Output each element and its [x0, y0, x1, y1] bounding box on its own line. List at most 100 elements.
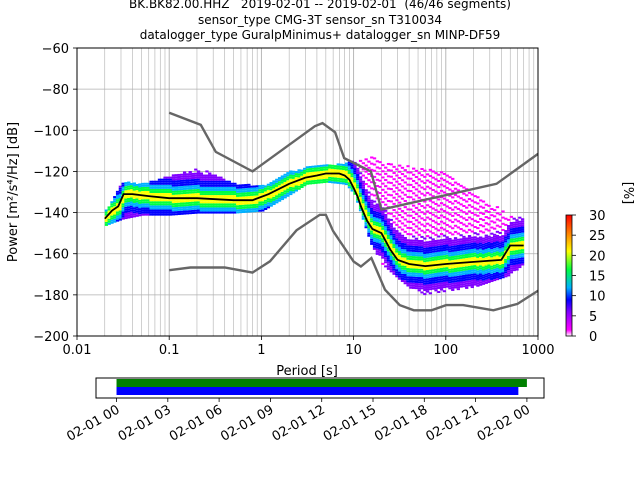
density-cell: [431, 275, 435, 278]
density-cell: [398, 189, 402, 192]
density-cell: [129, 209, 134, 212]
density-cell: [389, 241, 393, 244]
density-cell: [121, 190, 125, 193]
colorbar: [565, 214, 573, 337]
density-cell: [512, 262, 516, 265]
density-cell: [398, 251, 402, 254]
density-cell: [224, 193, 229, 196]
density-cell: [261, 191, 265, 194]
density-cell: [367, 230, 371, 233]
density-cell: [423, 278, 427, 281]
density-cell: [182, 208, 187, 211]
density-cell: [395, 273, 399, 276]
density-cell: [442, 244, 447, 247]
density-cell: [336, 167, 340, 170]
density-cell: [451, 274, 455, 277]
density-cell: [319, 171, 324, 174]
density-cell: [121, 215, 125, 218]
density-cell: [509, 234, 514, 237]
density-cell: [437, 216, 441, 219]
density-cell: [434, 190, 438, 193]
density-cell: [518, 243, 522, 246]
density-cell: [425, 267, 430, 270]
density-cell: [143, 184, 148, 187]
density-cell: [453, 280, 458, 283]
density-cell: [129, 187, 134, 190]
density-cell: [113, 206, 117, 209]
density-cell: [230, 201, 234, 204]
density-cell: [208, 172, 212, 175]
density-cell: [386, 267, 391, 270]
density-cell: [378, 210, 382, 213]
density-cell: [358, 178, 363, 181]
density-cell: [249, 189, 254, 192]
density-cell: [400, 263, 405, 266]
density-cell: [361, 195, 366, 198]
density-cell: [406, 278, 410, 281]
density-cell: [473, 283, 477, 286]
density-cell: [286, 184, 290, 187]
density-cell: [342, 182, 346, 185]
density-cell: [420, 287, 424, 290]
density-cell: [473, 254, 477, 257]
density-cell: [498, 260, 502, 263]
density-cell: [110, 205, 114, 208]
density-cell: [490, 265, 494, 268]
density-cell: [185, 193, 190, 196]
density-cell: [414, 176, 419, 179]
density-cell: [367, 218, 371, 221]
density-cell: [372, 217, 377, 220]
density-cell: [381, 194, 385, 197]
density-cell: [400, 216, 405, 219]
density-cell: [504, 246, 508, 249]
density-cell: [445, 275, 449, 278]
density-cell: [342, 172, 346, 175]
density-cell: [168, 176, 173, 179]
density-cell: [370, 242, 374, 245]
density-cell: [445, 240, 449, 243]
density-cell: [194, 191, 198, 194]
density-cell: [431, 238, 435, 241]
density-cell: [191, 199, 195, 202]
density-cell: [138, 185, 142, 188]
density-cell: [431, 248, 435, 251]
density-cell: [484, 277, 488, 280]
density-cell: [149, 207, 153, 210]
density-cell: [333, 169, 338, 172]
density-cell: [467, 239, 472, 242]
density-cell: [495, 239, 500, 242]
density-cell: [509, 250, 514, 253]
density-cell: [353, 180, 357, 183]
coverage-tick-label: 02-01 03: [116, 402, 174, 444]
density-cell: [174, 182, 178, 185]
density-cell: [289, 174, 293, 177]
density-cell: [392, 237, 396, 240]
density-cell: [520, 259, 525, 262]
density-cell: [437, 270, 441, 273]
density-cell: [445, 250, 449, 253]
density-cell: [425, 257, 430, 260]
density-cell: [185, 181, 190, 184]
density-cell: [470, 279, 474, 282]
density-cell: [386, 253, 391, 256]
density-cell: [451, 177, 455, 180]
density-cell: [395, 260, 399, 263]
density-cell: [476, 257, 480, 260]
density-cell: [400, 185, 405, 188]
density-cell: [163, 186, 167, 189]
density-cell: [166, 211, 170, 214]
density-cell: [439, 208, 444, 211]
density-cell: [216, 205, 220, 208]
density-cell: [317, 179, 321, 182]
density-cell: [199, 172, 204, 175]
density-cell: [166, 188, 170, 191]
density-cell: [277, 193, 282, 196]
density-cell: [448, 256, 452, 259]
density-cell: [515, 231, 519, 234]
density-cell: [476, 284, 480, 287]
density-cell: [492, 221, 497, 224]
density-cell: [166, 191, 170, 193]
density-cell: [263, 185, 268, 188]
density-cell: [473, 240, 477, 243]
density-cell: [470, 251, 474, 254]
